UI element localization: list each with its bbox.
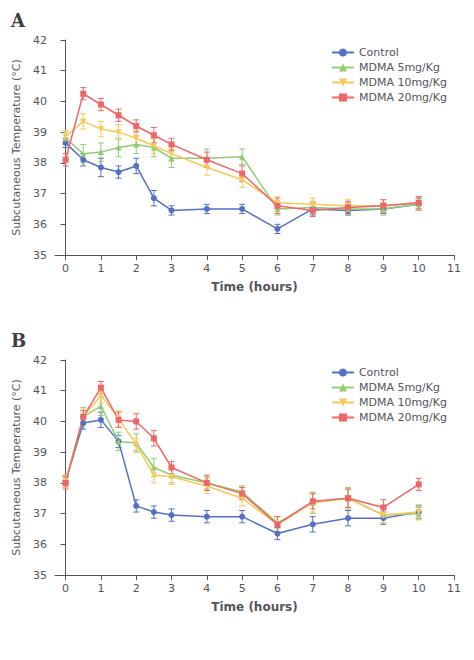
svg-text:40: 40 (33, 415, 47, 428)
svg-text:11: 11 (447, 262, 461, 275)
svg-text:42: 42 (33, 354, 47, 367)
svg-text:37: 37 (33, 187, 47, 200)
svg-text:10: 10 (412, 262, 426, 275)
svg-text:7: 7 (309, 262, 316, 275)
svg-text:9: 9 (380, 582, 387, 595)
svg-text:36: 36 (33, 538, 47, 551)
svg-text:6: 6 (274, 262, 281, 275)
svg-text:41: 41 (33, 384, 47, 397)
svg-text:MDMA 10mg/Kg: MDMA 10mg/Kg (359, 76, 447, 89)
svg-text:0: 0 (62, 582, 69, 595)
svg-text:7: 7 (309, 582, 316, 595)
svg-text:0: 0 (62, 262, 69, 275)
svg-text:1: 1 (97, 262, 104, 275)
svg-text:8: 8 (345, 262, 352, 275)
svg-text:41: 41 (33, 64, 47, 77)
svg-text:6: 6 (274, 582, 281, 595)
svg-text:42: 42 (33, 34, 47, 47)
svg-text:MDMA 20mg/Kg: MDMA 20mg/Kg (359, 411, 447, 424)
svg-text:35: 35 (33, 569, 47, 582)
svg-text:38: 38 (33, 476, 47, 489)
svg-text:MDMA 5mg/Kg: MDMA 5mg/Kg (359, 61, 440, 74)
svg-text:35: 35 (33, 249, 47, 262)
svg-text:A: A (10, 10, 26, 31)
svg-text:5: 5 (239, 262, 246, 275)
svg-text:38: 38 (33, 156, 47, 169)
svg-text:3: 3 (168, 262, 175, 275)
svg-text:1: 1 (97, 582, 104, 595)
svg-text:4: 4 (203, 262, 210, 275)
svg-text:37: 37 (33, 507, 47, 520)
svg-text:2: 2 (133, 582, 140, 595)
svg-text:36: 36 (33, 218, 47, 231)
svg-text:Subcutaneous Temperature (°C): Subcutaneous Temperature (°C) (10, 59, 23, 236)
svg-text:8: 8 (345, 582, 352, 595)
svg-text:2: 2 (133, 262, 140, 275)
svg-text:Subcutaneous Temperature (°C): Subcutaneous Temperature (°C) (10, 379, 23, 556)
svg-text:Time (hours): Time (hours) (211, 600, 297, 614)
svg-text:MDMA 10mg/Kg: MDMA 10mg/Kg (359, 396, 447, 409)
svg-text:5: 5 (239, 582, 246, 595)
svg-text:9: 9 (380, 262, 387, 275)
svg-text:39: 39 (33, 446, 47, 459)
svg-text:B: B (11, 330, 26, 351)
svg-text:Control: Control (359, 46, 399, 59)
svg-text:40: 40 (33, 95, 47, 108)
svg-text:11: 11 (447, 582, 461, 595)
svg-text:10: 10 (412, 582, 426, 595)
svg-text:MDMA 20mg/Kg: MDMA 20mg/Kg (359, 91, 447, 104)
svg-text:Control: Control (359, 366, 399, 379)
svg-text:39: 39 (33, 126, 47, 139)
svg-text:Time (hours): Time (hours) (211, 280, 297, 294)
svg-text:3: 3 (168, 582, 175, 595)
svg-text:MDMA 5mg/Kg: MDMA 5mg/Kg (359, 381, 440, 394)
svg-text:4: 4 (203, 582, 210, 595)
